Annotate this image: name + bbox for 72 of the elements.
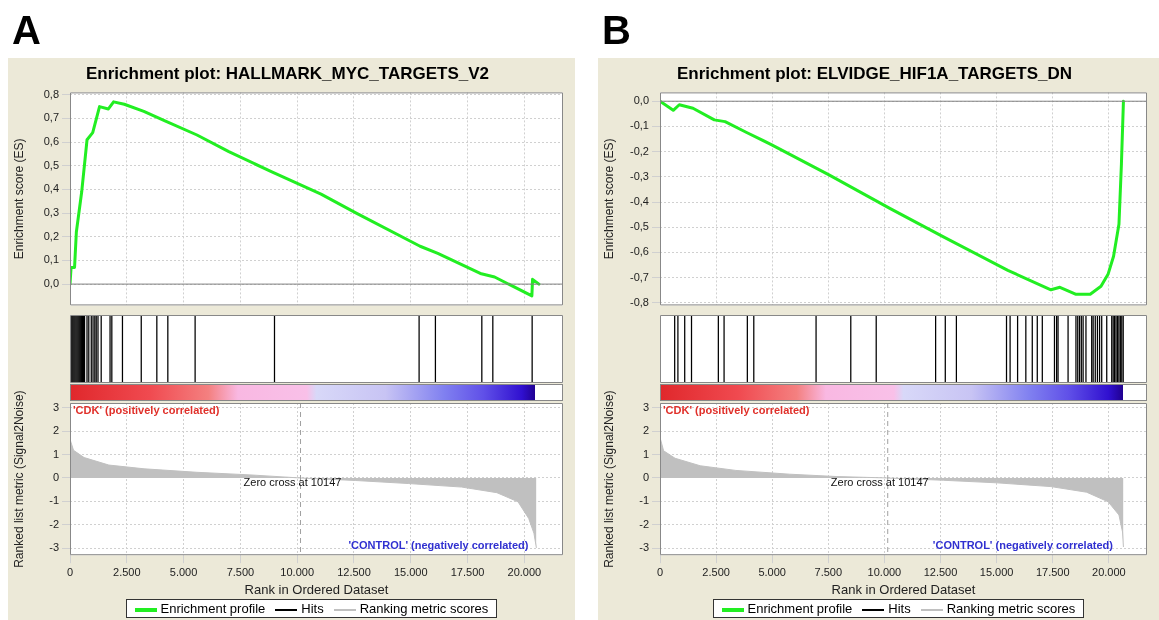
y-tick-label: 3 <box>52 400 59 413</box>
y-tick-label: -0,2 <box>630 144 649 157</box>
y-tick-label: 2 <box>642 424 649 437</box>
y-tick-label: -0,6 <box>630 245 649 258</box>
y-tick-label: -3 <box>49 541 59 554</box>
y-tick-label: 0,4 <box>43 182 59 195</box>
y-tick-label: 0,2 <box>43 229 59 242</box>
y-tick-label: -2 <box>639 517 649 530</box>
y-tick-label: 0,6 <box>43 135 59 148</box>
x-tick-label: 15.000 <box>979 565 1014 578</box>
y-tick-label: -0,3 <box>630 169 649 182</box>
y-tick-label: -0,4 <box>630 195 649 208</box>
x-tick-label: 10.000 <box>280 565 315 578</box>
x-tick-label: 2.500 <box>113 565 141 578</box>
annotation: 'CONTROL' (negatively correlated) <box>348 539 529 552</box>
y-tick-label: 0 <box>52 470 59 483</box>
legend-label: Enrichment profile <box>159 601 266 616</box>
x-tick-label: 5.000 <box>758 565 786 578</box>
y-tick-label: 0,1 <box>43 253 59 266</box>
annotation: 'CDK' (positively correlated) <box>73 404 220 417</box>
text: B <box>602 8 631 53</box>
y-tick-label: 0 <box>642 470 649 483</box>
annotation: 'CDK' (positively correlated) <box>663 404 810 417</box>
x-tick-label: 12.500 <box>337 565 371 578</box>
legend-label: Ranking metric scores <box>945 601 1076 616</box>
text: A <box>12 8 41 53</box>
y-tick-label: 1 <box>52 447 59 460</box>
x-tick-label: 7.500 <box>814 565 843 578</box>
ref-line-label: Zero cross at 10147 <box>243 476 342 489</box>
x-tick-label: 10.000 <box>867 565 902 578</box>
y-tick-label: -1 <box>639 494 649 507</box>
x-tick-label: 0 <box>656 565 664 578</box>
y-tick-label: 0,3 <box>43 206 59 219</box>
x-tick-label: 7.500 <box>226 565 255 578</box>
y-axis-title: Enrichment score (ES) <box>601 138 616 260</box>
y-tick-label: 0,7 <box>43 111 59 124</box>
legend-label: Ranking metric scores <box>358 601 489 616</box>
y-tick-label: -3 <box>639 541 649 554</box>
y-tick-label: 3 <box>642 400 649 413</box>
y-tick-label: 0,5 <box>43 158 59 171</box>
y-tick-label: 0,8 <box>43 87 59 100</box>
x-tick-label: 17.500 <box>1035 565 1070 578</box>
y-tick-label: -2 <box>49 517 59 530</box>
y-axis-title: Ranked list metric (Signal2Noise) <box>601 390 616 568</box>
y-tick-label: 1 <box>642 447 649 460</box>
x-tick-label: 17.500 <box>450 565 485 578</box>
y-tick-label: -0,7 <box>630 270 649 283</box>
x-axis-title: Rank in Ordered Dataset <box>244 581 389 597</box>
y-tick-label: 0,0 <box>633 94 649 107</box>
legend-label: Hits <box>887 601 911 616</box>
x-tick-label: 0 <box>66 565 74 578</box>
ref-line-label: Zero cross at 10147 <box>830 476 929 489</box>
y-tick-label: -1 <box>49 494 59 507</box>
x-tick-label: 20.000 <box>1092 565 1126 578</box>
y-tick-label: -0,5 <box>630 220 649 233</box>
legend-label: Enrichment profile <box>746 601 853 616</box>
y-tick-label: -0,1 <box>630 119 649 132</box>
legend-label: Hits <box>300 601 324 616</box>
x-tick-label: 2.500 <box>702 565 730 578</box>
chart-title: Enrichment plot: ELVIDGE_HIF1A_TARGETS_DN <box>676 63 1073 83</box>
y-tick-label: -0,8 <box>630 295 649 308</box>
y-axis-title: Ranked list metric (Signal2Noise) <box>11 390 26 568</box>
chart-title: Enrichment plot: HALLMARK_MYC_TARGETS_V2 <box>86 63 489 83</box>
y-tick-label: 0,0 <box>43 277 59 290</box>
x-tick-label: 15.000 <box>393 565 428 578</box>
x-tick-label: 20.000 <box>507 565 542 578</box>
annotation: 'CONTROL' (negatively correlated) <box>932 539 1114 552</box>
x-tick-label: 5.000 <box>169 565 198 578</box>
x-axis-title: Rank in Ordered Dataset <box>831 581 976 597</box>
y-tick-label: 2 <box>52 424 59 437</box>
y-axis-title: Enrichment score (ES) <box>11 138 26 260</box>
x-tick-label: 12.500 <box>923 565 958 578</box>
